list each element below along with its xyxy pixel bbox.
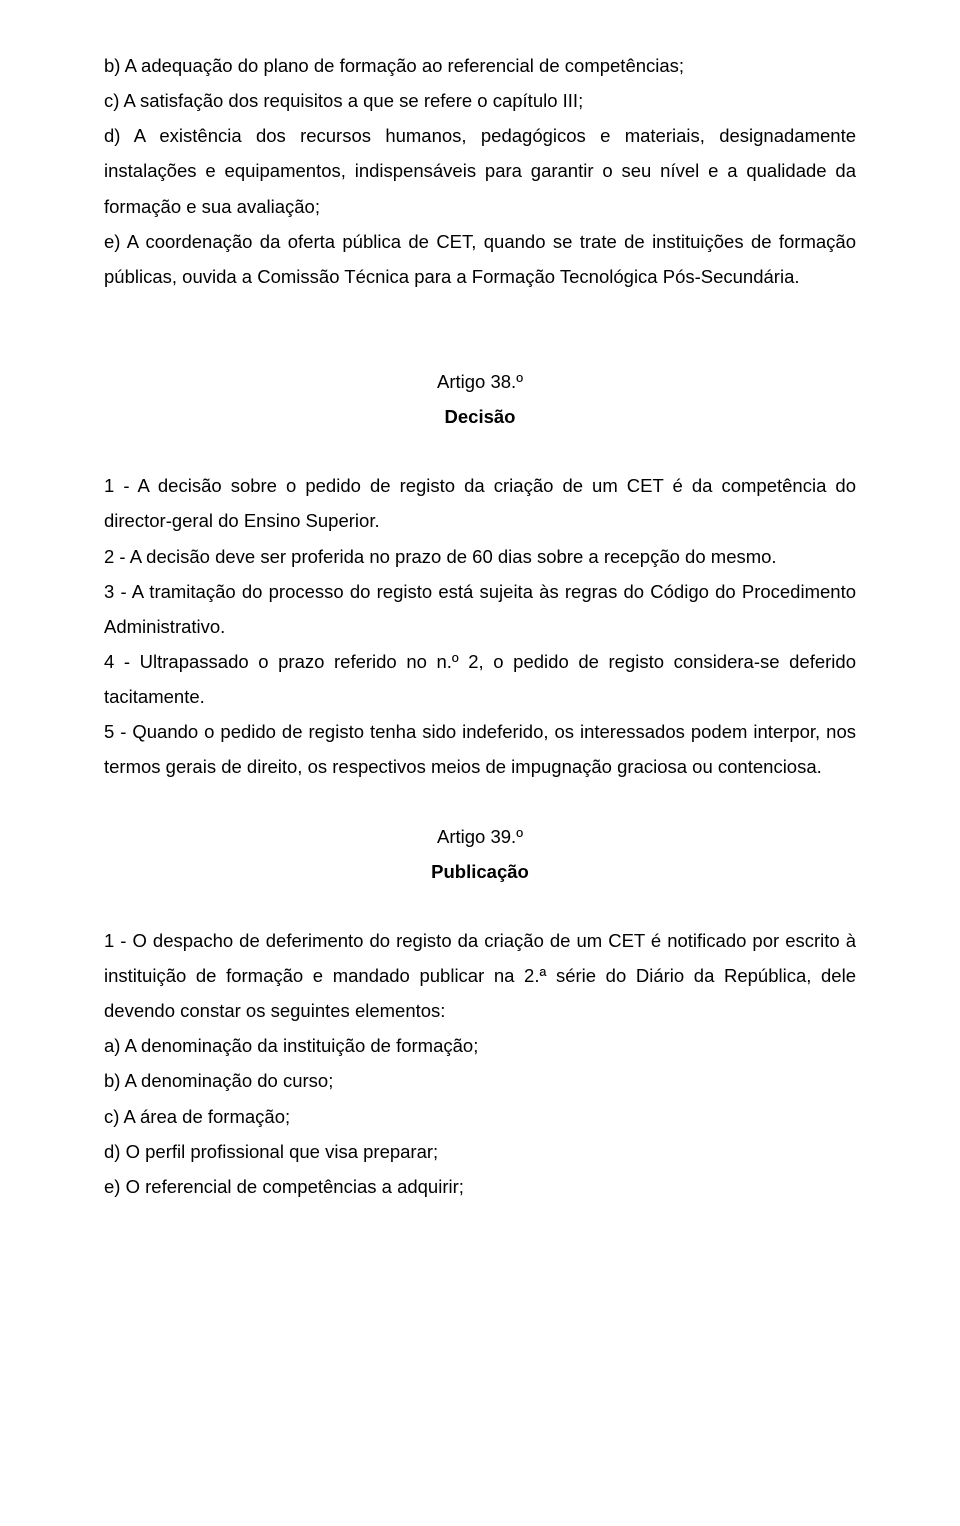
art38-p5: 5 - Quando o pedido de registo tenha sid… (104, 714, 856, 784)
art39-b: b) A denominação do curso; (104, 1063, 856, 1098)
art39-a: a) A denominação da instituição de forma… (104, 1028, 856, 1063)
art39-c: c) A área de formação; (104, 1099, 856, 1134)
art38-p1: 1 - A decisão sobre o pedido de registo … (104, 468, 856, 538)
art39-e: e) O referencial de competências a adqui… (104, 1169, 856, 1204)
item-d: d) A existência dos recursos humanos, pe… (104, 118, 856, 223)
art38-p2: 2 - A decisão deve ser proferida no praz… (104, 539, 856, 574)
article-39-number: Artigo 39.º (104, 819, 856, 854)
art39-p1: 1 - O despacho de deferimento do registo… (104, 923, 856, 1028)
art38-p3: 3 - A tramitação do processo do registo … (104, 574, 856, 644)
spacer (104, 434, 856, 468)
art39-d: d) O perfil profissional que visa prepar… (104, 1134, 856, 1169)
spacer (104, 889, 856, 923)
spacer (104, 294, 856, 364)
page: b) A adequação do plano de formação ao r… (0, 0, 960, 1264)
item-b: b) A adequação do plano de formação ao r… (104, 48, 856, 83)
article-38-title: Decisão (104, 399, 856, 434)
article-39-title: Publicação (104, 854, 856, 889)
item-e: e) A coordenação da oferta pública de CE… (104, 224, 856, 294)
article-38-number: Artigo 38.º (104, 364, 856, 399)
art38-p4: 4 - Ultrapassado o prazo referido no n.º… (104, 644, 856, 714)
item-c: c) A satisfação dos requisitos a que se … (104, 83, 856, 118)
spacer (104, 785, 856, 819)
